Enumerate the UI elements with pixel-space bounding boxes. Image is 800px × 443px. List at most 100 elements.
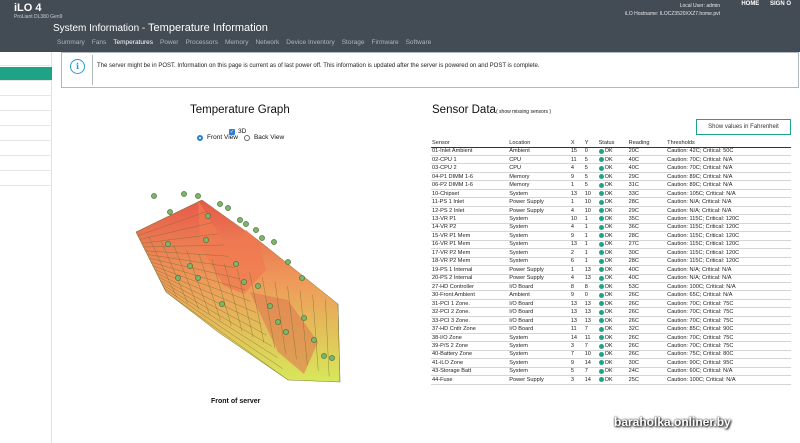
tab-memory[interactable]: Memory — [224, 39, 249, 46]
front-view-radio[interactable] — [197, 134, 203, 141]
sensor-point[interactable] — [301, 315, 307, 321]
column-header[interactable]: Status — [597, 139, 628, 148]
sensor-point[interactable] — [253, 227, 259, 233]
sensor-point[interactable] — [167, 209, 173, 215]
sensor-point[interactable] — [233, 261, 239, 267]
cell-reading: 40C — [627, 155, 667, 165]
cell-reading: 26C — [627, 333, 667, 343]
cell-location: System — [508, 248, 570, 258]
tab-device-inventory[interactable]: Device Inventory — [286, 39, 335, 46]
status-cell: OK — [597, 197, 628, 207]
sensor-point[interactable] — [165, 241, 171, 247]
sidebar-item[interactable] — [0, 142, 52, 156]
post-info-banner: i The server might be in POST. Informati… — [61, 52, 799, 88]
status-cell: OK — [597, 206, 628, 216]
column-header[interactable]: Y — [583, 139, 598, 148]
tab-fans[interactable]: Fans — [91, 39, 107, 46]
cell-location: I/O Board — [508, 316, 570, 326]
sidebar-item[interactable] — [0, 157, 52, 171]
tab-network[interactable]: Network — [255, 39, 280, 46]
tab-temperatures[interactable]: Temperatures — [113, 39, 154, 46]
column-header[interactable]: Thresholds — [666, 139, 791, 148]
sensor-point[interactable] — [225, 205, 231, 211]
sign-out-link[interactable]: SIGN O — [769, 1, 791, 7]
sidebar-item[interactable] — [0, 82, 52, 96]
sensor-point[interactable] — [175, 275, 181, 281]
sensor-point[interactable] — [237, 217, 243, 223]
status-text: OK — [604, 351, 613, 358]
status-text: OK — [604, 249, 613, 256]
table-row: 01-Inlet Ambient Ambient 15 0 OK 20C Caution: … — [431, 147, 791, 156]
sensor-point[interactable] — [267, 303, 273, 309]
back-view-radio[interactable] — [243, 134, 250, 141]
sidebar-item[interactable] — [0, 112, 52, 126]
sensor-point[interactable] — [217, 201, 223, 207]
status-text: OK — [604, 283, 613, 290]
mesh-line — [145, 250, 229, 257]
status-text: OK — [604, 317, 613, 324]
sidebar-item[interactable] — [0, 127, 52, 141]
tab-processors[interactable]: Processors — [185, 39, 218, 46]
3d-toggle[interactable]: ✓ 3D — [229, 128, 246, 135]
table-row: 17-VR P2 Mem System 2 1 OK 30C Caution: 115C; … — [431, 248, 791, 258]
sensor-point[interactable] — [311, 337, 317, 343]
status-cell: OK — [597, 163, 628, 173]
cell-reading: 30C — [627, 248, 667, 258]
cell-thresholds: Caution: 90C; Critical: 95C — [666, 358, 791, 368]
column-header[interactable]: Reading — [627, 139, 667, 148]
sensor-point[interactable] — [255, 283, 261, 289]
sensor-point[interactable] — [205, 213, 211, 219]
sensor-point[interactable] — [243, 221, 249, 227]
home-link[interactable]: HOME — [741, 1, 760, 7]
sensor-point[interactable] — [285, 259, 291, 265]
sensor-point[interactable] — [299, 275, 305, 281]
cell-reading: 53C — [627, 282, 667, 292]
status-badge: OK — [598, 174, 627, 180]
cell-thresholds: Caution: 115C; Critical: 120C — [666, 231, 791, 241]
sensor-point[interactable] — [329, 355, 335, 361]
3d-checkbox[interactable]: ✓ — [229, 128, 235, 135]
sidebar-item-active[interactable] — [0, 67, 52, 81]
sensor-point[interactable] — [195, 275, 201, 281]
fahrenheit-button[interactable]: Show values in Fahrenheit — [696, 119, 791, 135]
tab-power[interactable]: Power — [160, 39, 179, 46]
sidebar-item[interactable] — [0, 172, 52, 186]
sensor-point[interactable] — [259, 235, 265, 241]
column-header[interactable]: X — [569, 139, 584, 148]
column-header[interactable]: Location — [508, 139, 570, 148]
sensor-point[interactable] — [187, 263, 193, 269]
cell-location: System — [508, 257, 570, 267]
sensor-point[interactable] — [283, 329, 289, 335]
ok-status-icon — [598, 318, 604, 324]
show-missing-sensors-link[interactable]: ( show missing sensors ) — [496, 109, 552, 115]
cell-thresholds: Caution: 70C; Critical: N/A — [666, 163, 791, 173]
column-header[interactable]: Sensor — [431, 139, 509, 148]
tab-storage[interactable]: Storage — [341, 39, 365, 46]
cell-thresholds: Caution: 115C; Critical: 120C — [666, 248, 791, 258]
sensor-point[interactable] — [321, 353, 327, 359]
sensor-point[interactable] — [195, 193, 201, 199]
status-text: OK — [604, 275, 613, 282]
tab-software[interactable]: Software — [405, 39, 432, 46]
status-badge: OK — [598, 208, 627, 214]
sensor-point[interactable] — [275, 319, 281, 325]
tab-summary[interactable]: Summary — [57, 39, 85, 46]
sidebar-item[interactable] — [0, 52, 52, 66]
table-row: 44-Fuse Power Supply 3 14 OK 25C Caution: 100C… — [431, 375, 791, 385]
tab-firmware[interactable]: Firmware — [371, 39, 399, 46]
sensor-point[interactable] — [151, 193, 157, 199]
sidebar-item[interactable] — [0, 97, 52, 111]
sensor-point[interactable] — [219, 301, 225, 307]
cell-y: 10 — [583, 206, 598, 216]
cell-reading: 31C — [627, 180, 667, 190]
sensor-point[interactable] — [271, 239, 277, 245]
cell-y: 13 — [583, 265, 598, 275]
temperature-3d-graph[interactable] — [128, 182, 348, 387]
cell-y: 1 — [583, 248, 598, 258]
status-cell: OK — [597, 316, 628, 326]
sensor-point[interactable] — [203, 237, 209, 243]
cell-location: CPU — [508, 163, 570, 173]
sensor-point[interactable] — [181, 191, 187, 197]
sensor-point[interactable] — [241, 279, 247, 285]
